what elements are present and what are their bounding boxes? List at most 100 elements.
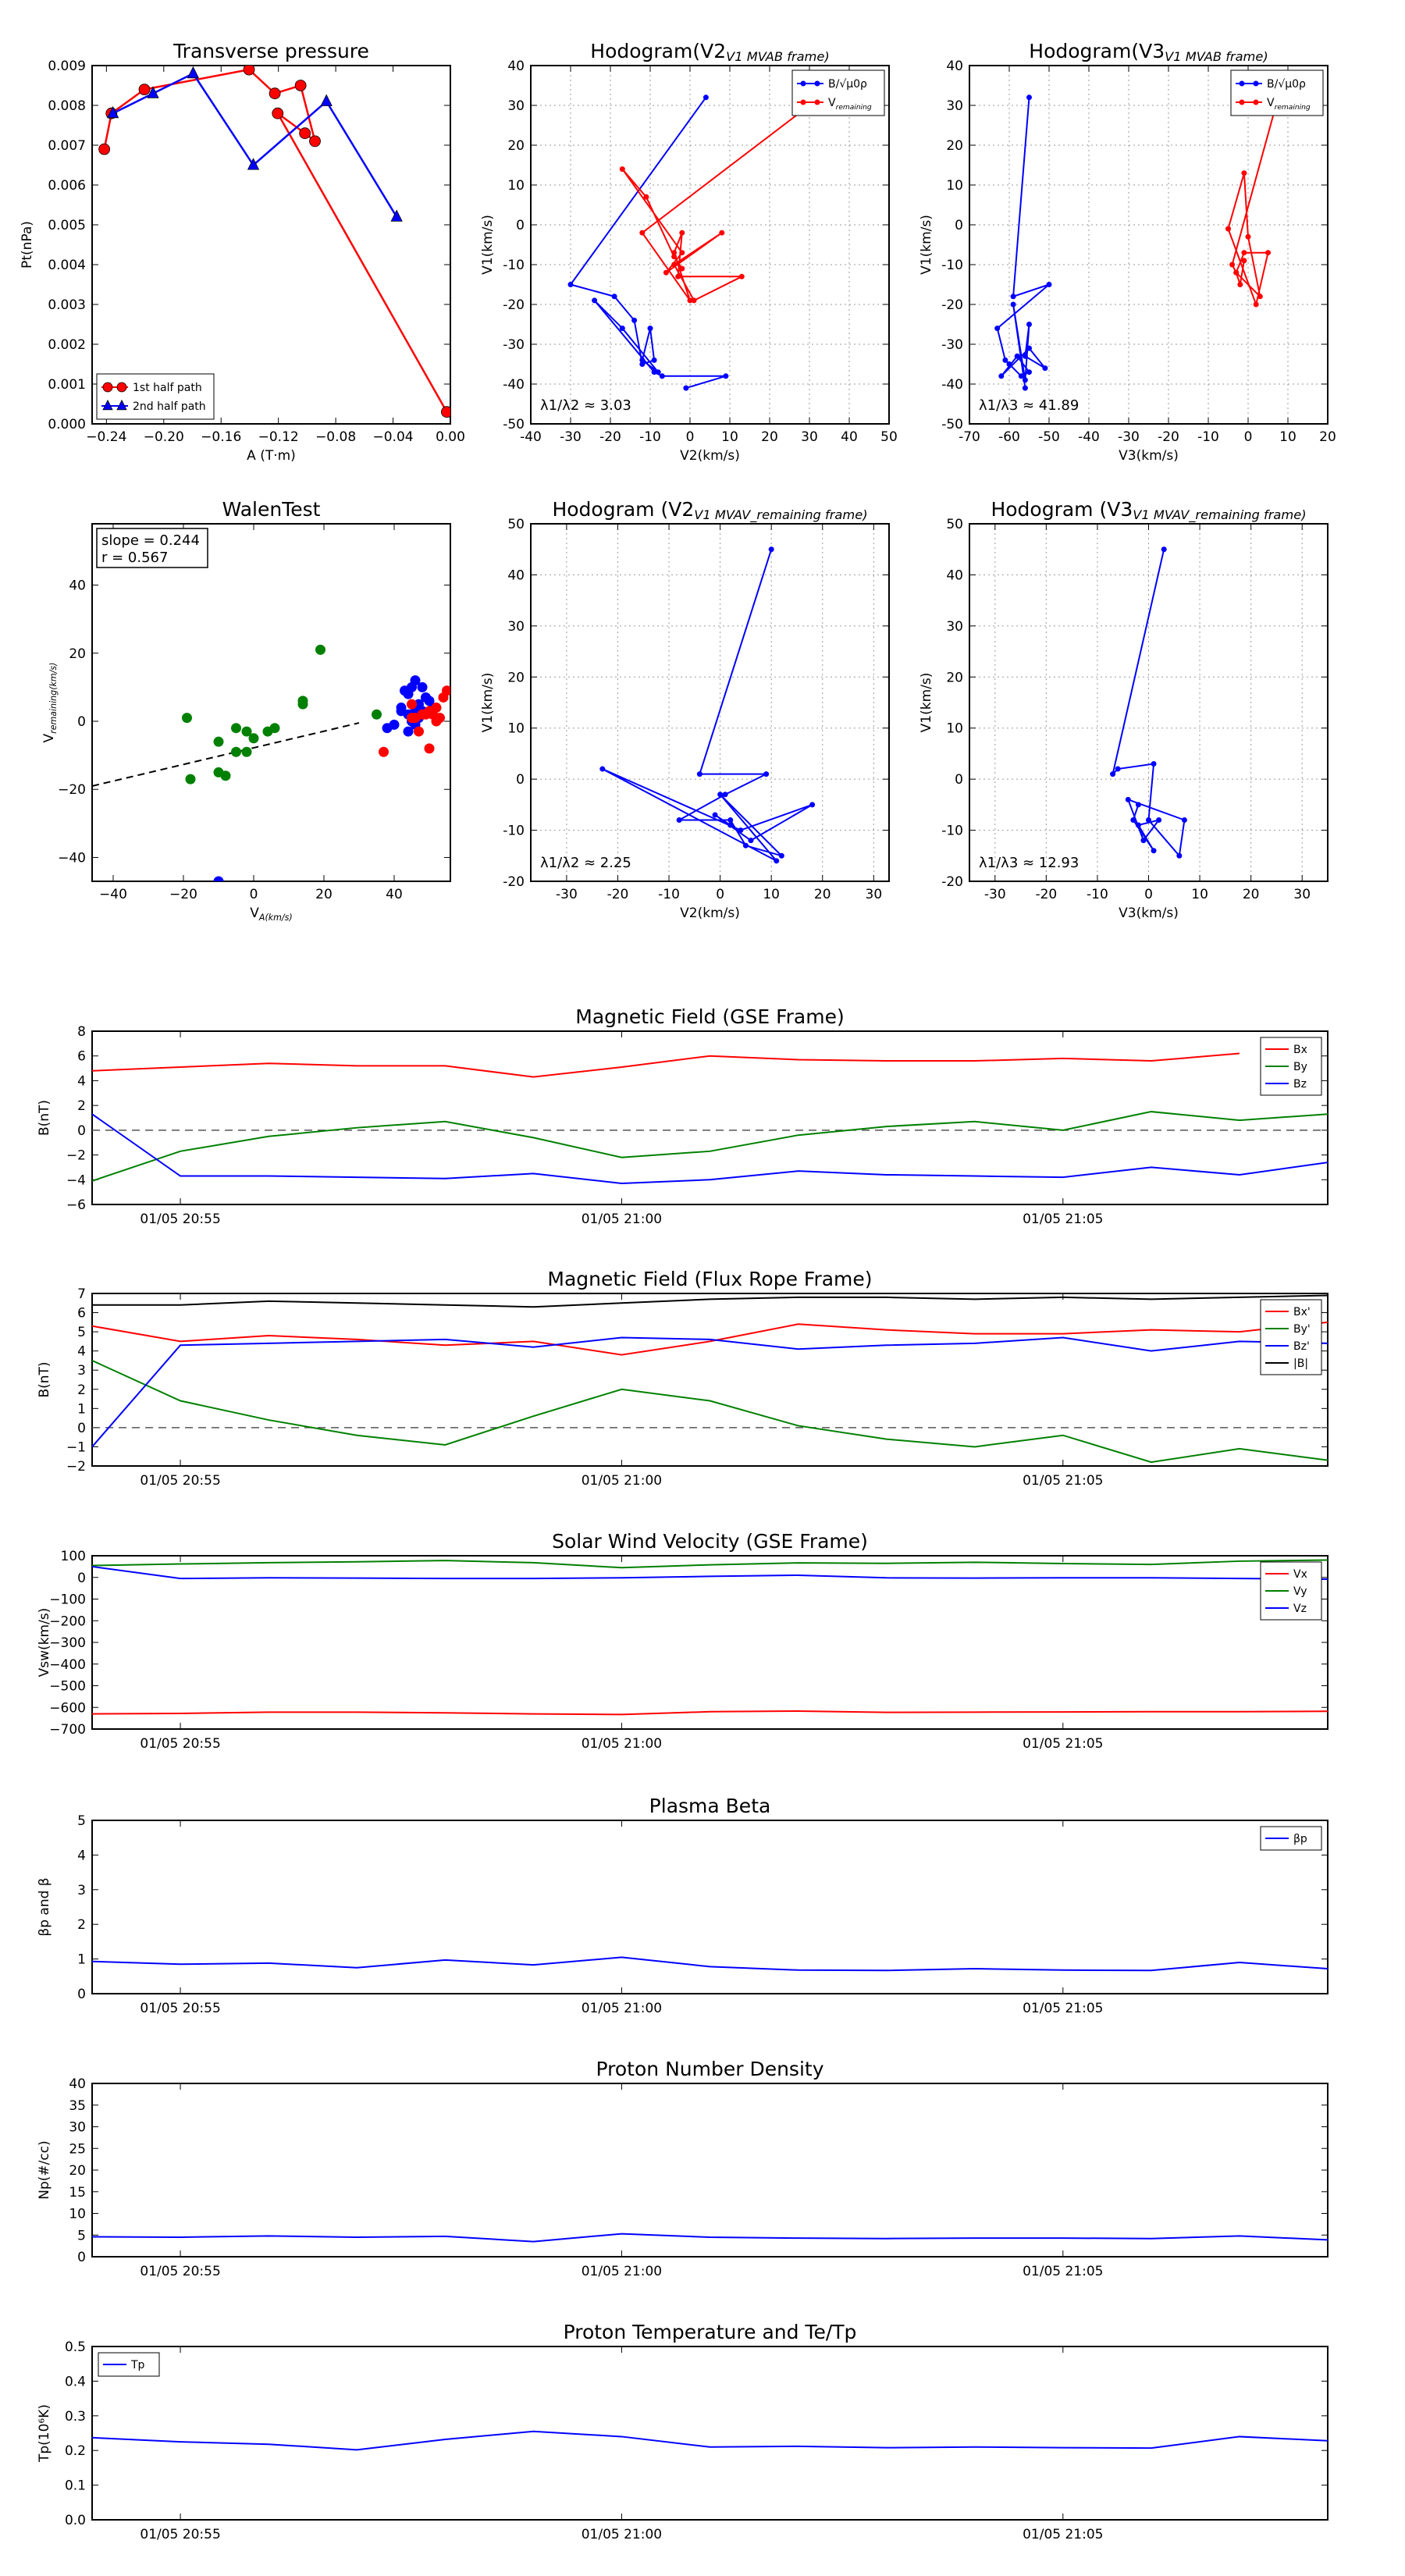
plot-frame	[91, 1293, 1329, 1467]
series-line	[1111, 549, 1186, 858]
series-line	[92, 1052, 1240, 1078]
x-tick-label: -10	[1087, 887, 1108, 902]
y-tick-label: −2	[66, 1459, 86, 1475]
series-line	[92, 2233, 1328, 2243]
x-tick-label: 01/05 20:55	[140, 1473, 220, 1489]
y-tick-label: 0	[77, 2250, 86, 2265]
y-tick-label: 40	[69, 2076, 86, 2092]
x-tick-label: 0	[716, 887, 724, 902]
data-point	[671, 262, 678, 268]
data-point	[1241, 170, 1247, 176]
legend: B/√μ0ρ Vremaining	[791, 69, 885, 116]
data-point	[619, 326, 625, 332]
data-point	[1265, 250, 1271, 256]
data-point	[1002, 357, 1008, 363]
y-tick-label: −1	[66, 1439, 86, 1455]
chart-h4: Hodogram (V3V1 MVAV_remaining frame) -30 -…	[919, 498, 1329, 921]
y-tick-label: 20	[946, 138, 963, 154]
x-tick-label: 0	[250, 887, 258, 902]
plot-area	[92, 2430, 1328, 2451]
plot-frame	[91, 523, 451, 882]
data-point	[294, 80, 307, 91]
y-tick-label: 30	[507, 98, 525, 114]
chart-mag_gse: Magnetic Field (GSE Frame) −6 −4 −2 0 2 4 6 8 01/…	[37, 1005, 1329, 1227]
legend-label: B/√μ0ρ	[828, 78, 867, 91]
x-tick-label: -30	[556, 887, 578, 902]
plot-area	[92, 1052, 1328, 1185]
annotation-line: slope = 0.244	[101, 532, 200, 549]
data-point	[717, 792, 724, 798]
legend-label: βp	[1293, 1833, 1307, 1845]
y-axis-label: B(nT)	[37, 1100, 52, 1136]
data-point	[1156, 817, 1162, 823]
data-point	[403, 726, 414, 737]
plot-frame	[91, 1030, 1329, 1205]
data-point	[663, 269, 669, 276]
y-tick-label: −600	[49, 1700, 86, 1716]
series-line	[602, 549, 813, 862]
data-point	[719, 229, 725, 236]
y-tick-label: −20	[58, 782, 86, 798]
y-tick-label: 2	[77, 1382, 86, 1398]
x-axis-label: V2(km/s)	[680, 448, 740, 464]
data-point	[679, 229, 685, 236]
chart-title: Plasma Beta	[649, 1795, 771, 1817]
chart-title: WalenTest	[222, 498, 321, 521]
plot-area	[92, 1956, 1328, 1972]
y-tick-label: 0.3	[65, 2409, 86, 2425]
data-point	[372, 709, 382, 720]
y-tick-label: 15	[69, 2185, 86, 2201]
x-tick-label: −0.16	[201, 429, 241, 445]
data-point	[187, 66, 200, 79]
data-point	[1006, 361, 1012, 367]
data-point	[231, 723, 241, 734]
y-tick-label: 5	[77, 1325, 86, 1340]
legend-label: Vy	[1293, 1585, 1307, 1598]
legend-marker	[1239, 99, 1245, 105]
legend-marker	[800, 99, 806, 105]
x-tick-label: 20	[1319, 429, 1336, 445]
data-point	[671, 254, 678, 260]
data-point	[1115, 766, 1121, 772]
y-tick-label: 10	[946, 178, 963, 194]
chart-beta: Plasma Beta 0 1 2 3 4 5 01/05 20:55 01/05 21:00 0…	[37, 1795, 1329, 2016]
y-tick-label: 30	[69, 2120, 86, 2136]
legend: βp	[1260, 1826, 1322, 1851]
x-tick-label: 0.00	[436, 429, 465, 445]
y-axis-label: Vsw(km/s)	[37, 1608, 52, 1678]
data-point	[675, 273, 681, 279]
y-tick-label: 6	[77, 1306, 86, 1322]
x-tick-label: 10	[763, 887, 780, 902]
data-point	[248, 733, 259, 744]
series-line	[92, 1565, 1328, 1580]
plot-area	[92, 1559, 1328, 1716]
chart-walen: WalenTest −40 −20 0 20 40 −40 −20 0 20 40 VA(km/s) V…	[41, 498, 451, 923]
x-tick-label: 30	[866, 887, 883, 902]
legend-marker	[102, 382, 113, 393]
x-tick-label: -40	[520, 429, 542, 445]
data-point	[213, 876, 224, 881]
y-tick-label: −300	[49, 1635, 86, 1651]
legend-label: By'	[1293, 1323, 1311, 1336]
chart-dens: Proton Number Density 0 5 10 15 20 25 30 35 40 01/…	[37, 2058, 1329, 2279]
x-tick-label: 20	[761, 429, 778, 445]
data-point	[683, 385, 689, 391]
data-point	[407, 713, 417, 724]
data-point	[1018, 373, 1024, 379]
legend: B/√μ0ρ Vremaining	[1230, 69, 1324, 116]
y-axis-label: Vremaining(km/s)	[41, 663, 59, 743]
y-tick-label: 40	[946, 59, 963, 74]
data-point	[639, 361, 646, 367]
y-tick-label: 40	[507, 568, 525, 583]
x-tick-label: 01/05 20:55	[140, 2001, 220, 2016]
data-point	[679, 265, 685, 272]
data-point	[1140, 838, 1147, 844]
x-tick-label: -40	[1078, 429, 1100, 445]
y-tick-label: 6	[77, 1049, 86, 1065]
y-tick-label: 20	[946, 670, 963, 685]
legend-label: Vremaining	[1267, 97, 1311, 112]
data-point	[421, 692, 431, 703]
data-point	[768, 546, 774, 553]
